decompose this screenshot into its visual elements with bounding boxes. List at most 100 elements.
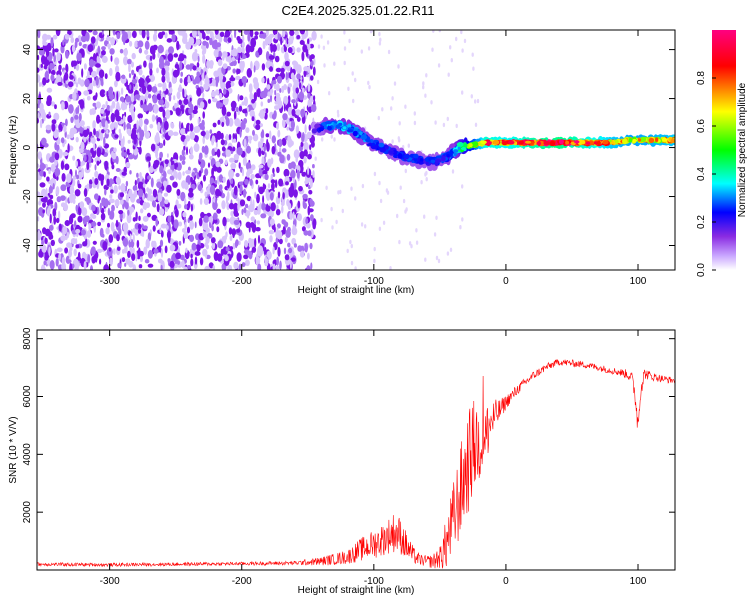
spectrogram-noise-cell xyxy=(54,152,60,161)
spectrogram-noise-cell xyxy=(67,30,72,36)
spectrogram-noise-cell xyxy=(190,253,193,259)
spectrogram-noise-cell xyxy=(127,154,134,160)
spectrogram-noise-cell xyxy=(86,230,92,238)
spectrogram-signal-cell xyxy=(411,159,415,163)
spectrogram-noise-cell xyxy=(146,187,150,192)
spectrogram-noise-cell xyxy=(202,136,205,145)
spectrogram-noise-cell xyxy=(217,59,223,67)
spectrogram-noise-cell xyxy=(278,178,284,187)
spectrogram-noise-cell xyxy=(311,30,317,41)
spectrogram-noise-cell xyxy=(312,66,316,76)
spectrogram-noise-cell xyxy=(175,107,181,116)
spectrogram-noise-cell xyxy=(321,137,324,142)
spectrogram-signal-cell xyxy=(519,140,524,145)
spectrogram-noise-cell xyxy=(81,68,84,78)
spectrogram-noise-cell xyxy=(122,237,129,247)
spectrogram-frame xyxy=(36,29,676,271)
spectrogram-noise-cell xyxy=(172,181,178,188)
spectrogram-noise-cell xyxy=(94,164,97,171)
spectrogram-noise-cell xyxy=(52,183,55,190)
spectrogram-noise-cell xyxy=(199,198,203,205)
spectrogram-noise-cell xyxy=(138,47,143,54)
spectrogram-noise-cell xyxy=(42,41,48,46)
spectrogram-noise-cell xyxy=(254,237,257,248)
spectrogram-noise-cell xyxy=(128,188,133,198)
spectrogram-signal-cell xyxy=(318,127,324,132)
spectrogram-noise-cell xyxy=(77,262,80,267)
spectrogram-noise-cell xyxy=(94,193,99,200)
spectrogram-noise-cell xyxy=(155,217,158,227)
spectrogram-noise-cell xyxy=(284,60,290,67)
spectrogram-noise-cell xyxy=(55,258,59,267)
spectrogram-noise-cell xyxy=(101,46,106,51)
spectrogram-signal-cell xyxy=(359,131,363,136)
spectrogram-noise-cell xyxy=(109,48,115,55)
spectrogram-noise-cell xyxy=(192,109,198,115)
spectrogram-noise-cell xyxy=(70,238,77,245)
spectrogram-noise-cell xyxy=(40,63,43,68)
spectrogram-noise-cell xyxy=(49,213,52,224)
spectrogram-noise-cell xyxy=(209,64,214,69)
spectrogram-noise-cell xyxy=(105,36,112,42)
spectrogram-noise-cell xyxy=(220,82,226,90)
spectrogram-noise-cell xyxy=(198,170,202,178)
spectrogram-noise-cell xyxy=(177,57,182,62)
spectrogram-noise-cell xyxy=(194,256,198,265)
spectrogram-noise-cell xyxy=(252,129,255,136)
spectrogram-noise-cell xyxy=(133,137,137,145)
spectrogram-noise-cell xyxy=(302,193,308,200)
spectrogram-noise-cell xyxy=(306,131,312,139)
spectrogram-noise-cell xyxy=(100,108,105,114)
spectrogram-noise-cell xyxy=(216,208,222,214)
spectrogram-noise-cell xyxy=(265,108,269,114)
spectrogram-noise-cell xyxy=(119,192,125,198)
spectrogram-signal-cell xyxy=(392,149,398,156)
spectrogram-noise-cell xyxy=(455,123,458,129)
spectrogram-signal-cell xyxy=(457,146,461,150)
spectrogram-noise-cell xyxy=(118,210,124,215)
spectrogram-noise-cell xyxy=(239,184,243,194)
spectrogram-noise-cell xyxy=(137,228,142,234)
spectrogram-noise-cell xyxy=(56,247,63,253)
spectrogram-noise-cell xyxy=(303,149,308,158)
spectrogram-noise-cell xyxy=(229,77,236,82)
spectrogram-signal-cell xyxy=(327,125,332,131)
spectrogram-noise-cell xyxy=(37,30,41,39)
spectrogram-noise-cell xyxy=(461,48,464,53)
spectrogram-noise-cell xyxy=(126,148,130,155)
spectrogram-noise-cell xyxy=(193,145,197,150)
spectrogram-noise-cell xyxy=(276,75,283,84)
spectrogram-noise-cell xyxy=(235,172,240,178)
spectrogram-noise-cell xyxy=(283,103,286,112)
spectrogram-noise-cell xyxy=(297,200,301,209)
spectrogram-noise-cell xyxy=(185,135,191,142)
spectrogram-noise-cell xyxy=(236,252,242,262)
spectrogram-noise-cell xyxy=(243,188,247,198)
spectrogram-noise-cell xyxy=(50,239,55,247)
spectrogram-noise-cell xyxy=(114,109,120,119)
spectrogram-noise-cell xyxy=(224,140,228,145)
spectrogram-noise-cell xyxy=(189,131,196,140)
spectrogram-noise-cell xyxy=(278,238,283,245)
spectrogram-noise-cell xyxy=(50,234,54,240)
spectrogram-noise-cell xyxy=(253,92,257,102)
spectrogram-noise-cell xyxy=(99,133,103,141)
spectrogram-noise-cell xyxy=(121,74,126,80)
spectrogram-signal-cell xyxy=(574,140,580,144)
spectrogram-noise-cell xyxy=(74,220,77,228)
spectrogram-noise-cell xyxy=(152,162,158,170)
spectrogram-signal-cell xyxy=(670,138,675,144)
spectrogram-noise-cell xyxy=(157,52,160,58)
spectrogram-noise-cell xyxy=(137,40,144,48)
spectrogram-noise-cell xyxy=(128,238,135,249)
spectrogram-noise-cell xyxy=(272,259,277,266)
spectrogram-noise-cell xyxy=(450,58,453,63)
spectrogram-noise-cell xyxy=(275,209,281,216)
spectrogram-noise-cell xyxy=(249,109,255,118)
spectrogram-noise-cell xyxy=(101,129,105,134)
spectrogram-noise-cell xyxy=(120,102,127,111)
spectrogram-noise-cell xyxy=(303,66,309,72)
spectrogram-noise-cell xyxy=(185,127,188,134)
spectrogram-noise-cell xyxy=(299,82,302,90)
spectrogram-noise-cell xyxy=(378,41,382,46)
